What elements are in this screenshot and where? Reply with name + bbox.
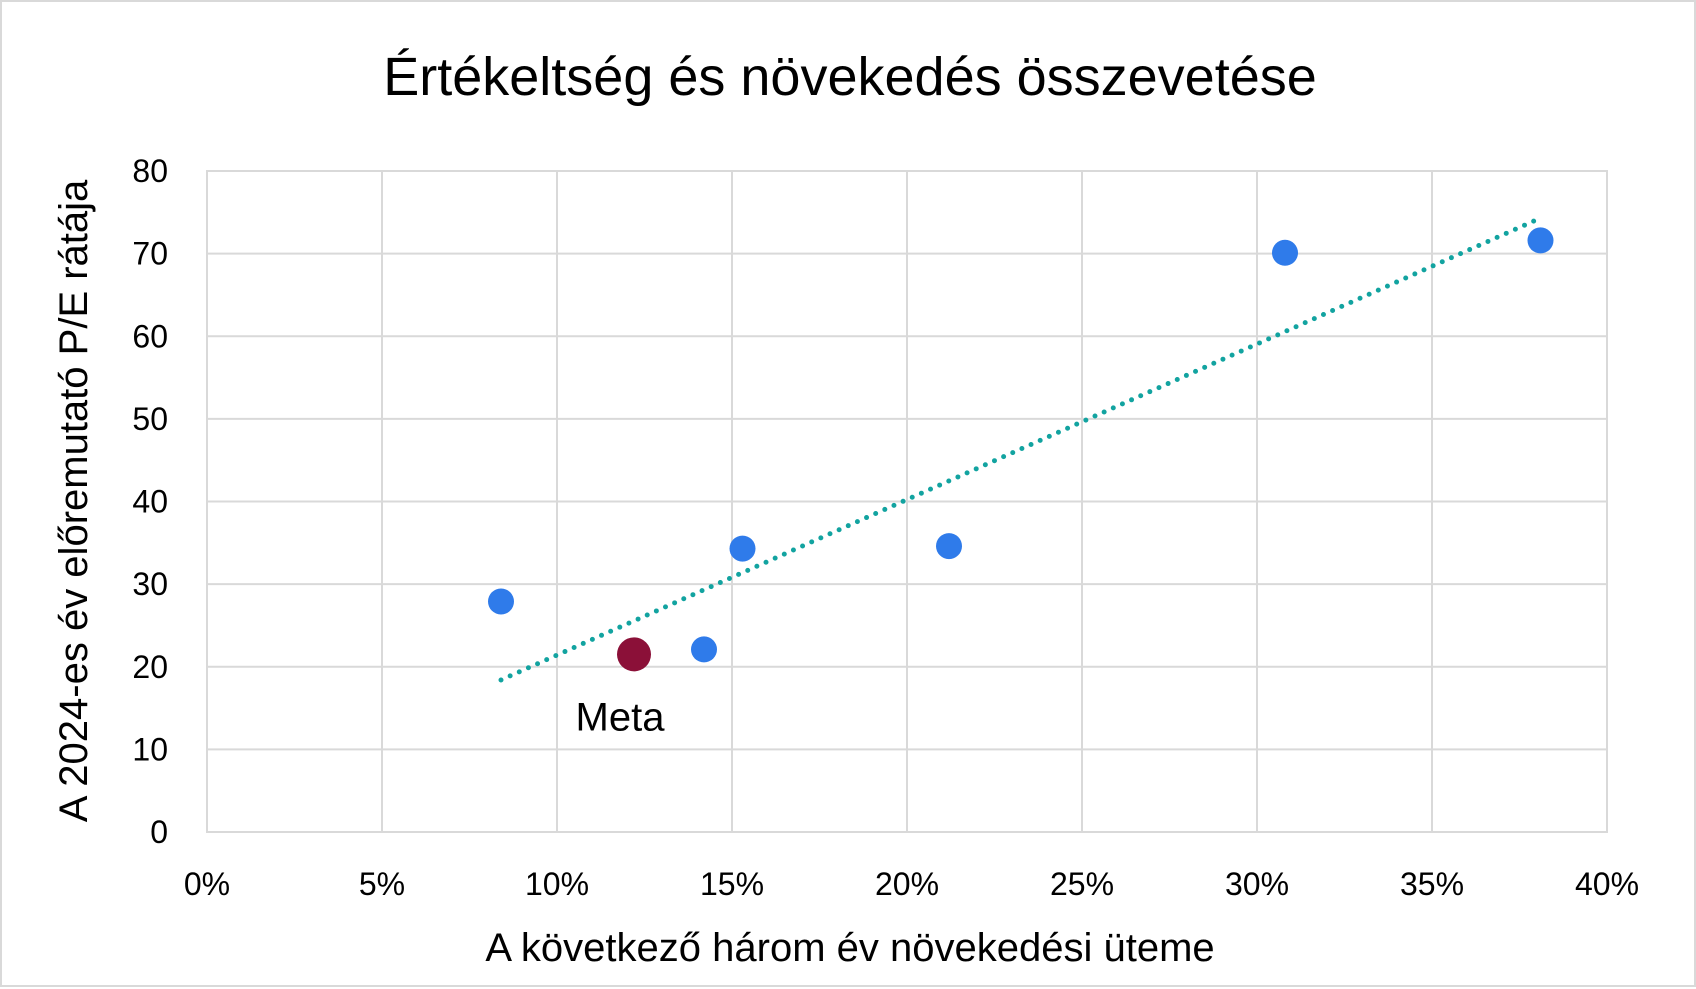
chart-title: Értékeltség és növekedés összevetése (383, 47, 1317, 107)
y-axis-ticks: 0 10 20 30 40 50 60 70 80 (132, 153, 168, 850)
highlighted-data-point (617, 637, 651, 672)
x-tick-label: 5% (359, 866, 405, 902)
y-tick-label: 10 (132, 731, 168, 767)
point-label: Meta (576, 695, 666, 739)
x-axis-title: A következő három év növekedési üteme (485, 926, 1214, 970)
x-tick-label: 25% (1050, 866, 1114, 902)
plot-area (206, 170, 1608, 833)
trendline (498, 215, 1543, 683)
x-axis-ticks: 0% 5% 10% 15% 20% 25% 30% 35% 40% (184, 866, 1639, 902)
data-point (488, 588, 514, 615)
trendline-group (498, 215, 1543, 683)
x-tick-label: 20% (875, 866, 939, 902)
y-tick-label: 70 (132, 236, 168, 272)
x-tick-label: 40% (1575, 866, 1639, 902)
y-tick-label: 30 (132, 566, 168, 602)
y-tick-label: 20 (132, 649, 168, 685)
y-tick-label: 50 (132, 401, 168, 437)
data-point (729, 535, 756, 562)
x-tick-label: 30% (1225, 866, 1289, 902)
data-point (936, 533, 962, 560)
data-points: Meta (488, 227, 1554, 739)
y-tick-label: 80 (132, 153, 168, 189)
y-tick-label: 0 (150, 814, 168, 850)
gridlines (206, 170, 1608, 833)
y-tick-label: 40 (132, 484, 168, 520)
x-tick-label: 0% (184, 866, 230, 902)
data-point (1272, 239, 1298, 266)
y-tick-label: 60 (132, 318, 168, 354)
x-tick-label: 15% (700, 866, 764, 902)
x-tick-label: 10% (525, 866, 589, 902)
data-point (691, 636, 717, 663)
data-point (1527, 227, 1554, 254)
y-axis-title: A 2024-es év előremutató P/E rátája (52, 179, 96, 822)
x-tick-label: 35% (1400, 866, 1464, 902)
